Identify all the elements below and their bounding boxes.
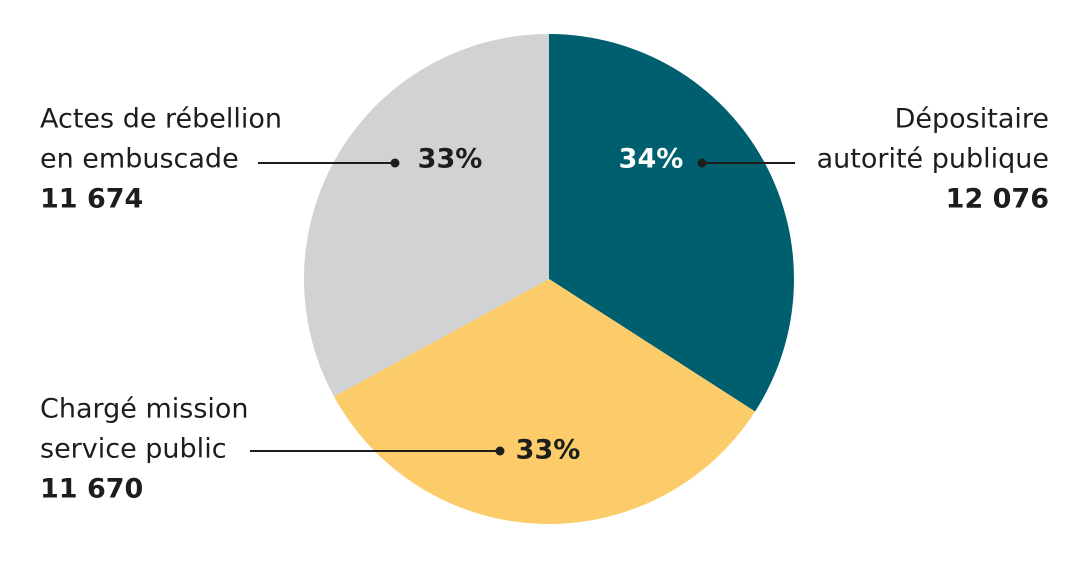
value-label: 12 076: [946, 184, 1049, 215]
leader-dot: [697, 158, 707, 168]
category-label: service public: [40, 434, 227, 465]
value-label: 11 670: [40, 474, 143, 505]
pie-slice: [304, 34, 549, 397]
category-label: Dépositaire: [895, 104, 1049, 135]
percentage-label: 33%: [516, 435, 581, 466]
percentage-label: 34%: [619, 144, 684, 175]
percentage-label: 33%: [418, 144, 483, 175]
category-label: Actes de rébellion: [40, 104, 282, 135]
leader-dot: [390, 158, 400, 168]
category-label: Chargé mission: [40, 394, 249, 425]
pie-slice: [549, 34, 794, 412]
pie-slice: [333, 279, 756, 524]
category-label: en embuscade: [40, 144, 239, 175]
value-label: 11 674: [40, 184, 143, 215]
leader-dot: [495, 446, 505, 456]
category-label: autorité publique: [817, 144, 1049, 175]
